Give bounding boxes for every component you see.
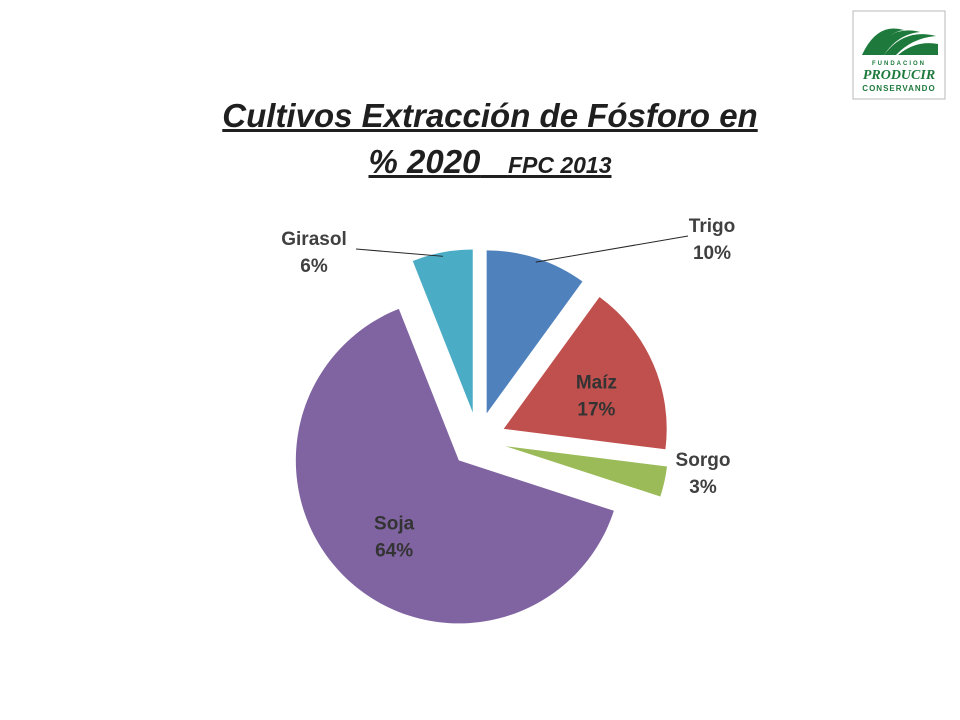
slice-label-value: 64% xyxy=(375,540,413,561)
slice-label-name: Trigo xyxy=(689,216,735,237)
chart-title-line2: % 2020 xyxy=(368,143,481,180)
leader-line xyxy=(535,235,689,263)
slice-label-name: Girasol xyxy=(281,229,346,250)
pie-slice-trigo xyxy=(486,250,583,414)
leader-lines xyxy=(355,235,689,263)
pie-slice-girasol xyxy=(412,249,473,413)
chart-title-line1: Cultivos Extracción de Fósforo en xyxy=(222,97,758,134)
slice-label-name: Sorgo xyxy=(676,450,731,471)
pie-labels: Trigo 10% Maíz 17% Sorgo 3% Soja 64% Girasol 6% xyxy=(281,216,735,561)
logo-text-2: PRODUCIR xyxy=(863,68,935,83)
pie-slice-maiz xyxy=(503,297,667,450)
slice-label-name: Soja xyxy=(374,513,415,534)
pie-slice-sorgo xyxy=(505,446,668,497)
slice-label-value: 6% xyxy=(300,256,328,277)
slice-label-value: 10% xyxy=(693,243,731,264)
fundacion-producir-conservando-logo: FUNDACION PRODUCIR CONSERVANDO xyxy=(852,10,960,102)
logo-text-1: FUNDACION xyxy=(872,61,926,67)
pie-slice-soja xyxy=(295,308,614,624)
slice-label-name: Maíz xyxy=(576,373,617,394)
pie-slices xyxy=(295,249,668,624)
logo-graphic: FUNDACION PRODUCIR CONSERVANDO xyxy=(852,10,946,100)
logo-text-3: CONSERVANDO xyxy=(862,84,935,93)
slice-label-value: 3% xyxy=(689,477,717,498)
chart-title: Cultivos Extracción de Fósforo en % 2020… xyxy=(180,93,800,188)
leader-line xyxy=(355,248,444,257)
chart-subtitle: FPC 2013 xyxy=(507,152,612,178)
slice-label-value: 17% xyxy=(577,400,615,421)
